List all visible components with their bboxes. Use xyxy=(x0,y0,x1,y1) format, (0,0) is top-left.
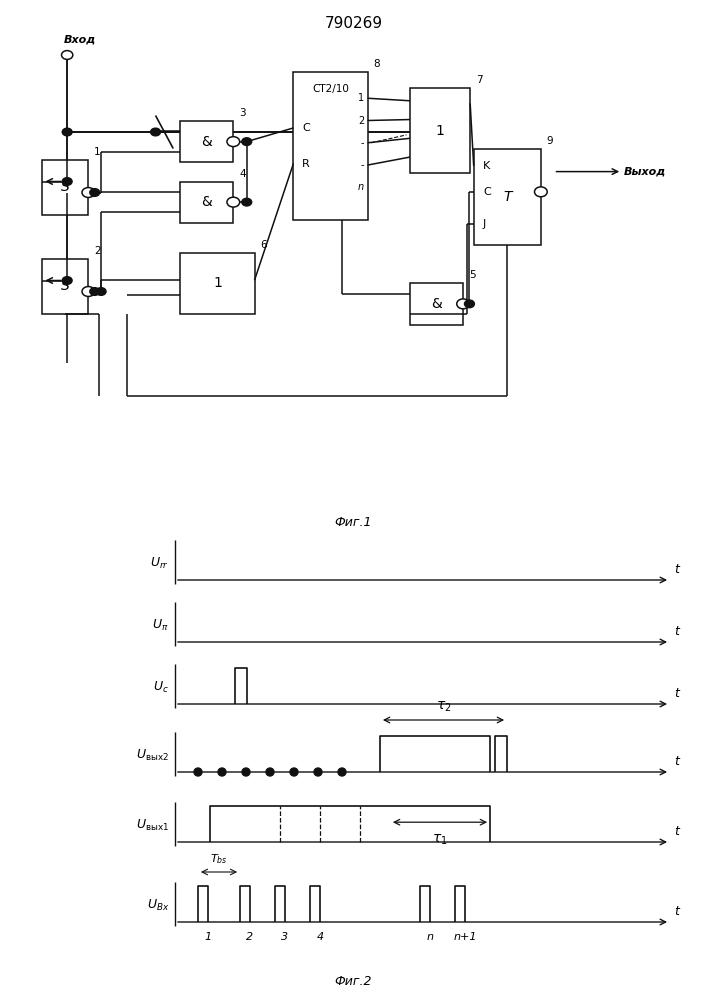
Circle shape xyxy=(62,128,72,136)
Text: n+1: n+1 xyxy=(453,932,477,942)
Text: 7: 7 xyxy=(476,75,482,85)
Circle shape xyxy=(90,189,100,196)
Text: S: S xyxy=(61,279,70,293)
Circle shape xyxy=(62,178,72,185)
Circle shape xyxy=(457,299,469,309)
Text: t: t xyxy=(674,755,679,768)
Text: 8: 8 xyxy=(373,59,380,69)
Bar xyxy=(180,182,233,223)
Circle shape xyxy=(227,137,240,147)
Text: 2: 2 xyxy=(94,246,100,256)
Circle shape xyxy=(227,197,240,207)
Circle shape xyxy=(338,768,346,776)
Circle shape xyxy=(242,198,252,206)
Text: t: t xyxy=(674,687,679,700)
Text: t: t xyxy=(674,563,679,576)
Text: R: R xyxy=(302,159,310,169)
Text: 1: 1 xyxy=(94,147,100,157)
Circle shape xyxy=(314,768,322,776)
Text: n: n xyxy=(358,182,364,192)
Circle shape xyxy=(464,300,474,308)
Text: S: S xyxy=(61,180,70,194)
Text: $U_{\pi}$: $U_{\pi}$ xyxy=(153,618,169,633)
Circle shape xyxy=(218,768,226,776)
Text: 1: 1 xyxy=(204,932,211,942)
Text: J: J xyxy=(483,219,486,229)
Text: Вход: Вход xyxy=(64,34,96,44)
Text: $U_{\text{вых1}}$: $U_{\text{вых1}}$ xyxy=(136,818,169,833)
Text: Выход: Выход xyxy=(624,167,666,177)
Text: 3: 3 xyxy=(239,108,245,118)
Bar xyxy=(293,72,368,220)
Text: &: & xyxy=(431,297,442,311)
Text: $\tau_1$: $\tau_1$ xyxy=(432,833,448,847)
Circle shape xyxy=(194,768,202,776)
Circle shape xyxy=(290,768,298,776)
Text: C: C xyxy=(483,187,491,197)
Text: C: C xyxy=(302,123,310,133)
Text: 4: 4 xyxy=(317,932,324,942)
Text: $T_{bs}$: $T_{bs}$ xyxy=(210,852,228,866)
Text: &: & xyxy=(201,135,212,149)
Bar xyxy=(180,121,233,162)
Text: t: t xyxy=(674,625,679,638)
Text: T: T xyxy=(503,190,512,204)
Text: $\tau_2$: $\tau_2$ xyxy=(436,700,451,714)
Text: $U_c$: $U_c$ xyxy=(153,680,169,695)
Circle shape xyxy=(242,138,252,145)
Circle shape xyxy=(242,768,250,776)
Bar xyxy=(474,148,541,245)
Text: t: t xyxy=(674,825,679,838)
Bar xyxy=(42,258,88,314)
Text: Фиг.2: Фиг.2 xyxy=(334,975,372,988)
Text: t: t xyxy=(674,905,679,918)
Circle shape xyxy=(266,768,274,776)
Text: $U_{rr}$: $U_{rr}$ xyxy=(150,556,169,571)
Bar xyxy=(42,159,88,215)
Bar xyxy=(410,283,463,324)
Circle shape xyxy=(534,187,547,197)
Text: Фиг.1: Фиг.1 xyxy=(334,516,373,529)
Circle shape xyxy=(62,277,72,284)
Text: &: & xyxy=(201,195,212,209)
Circle shape xyxy=(62,51,73,59)
Text: 4: 4 xyxy=(239,169,245,179)
Text: n: n xyxy=(426,932,433,942)
Text: $U_{Bx}$: $U_{Bx}$ xyxy=(146,898,169,913)
Circle shape xyxy=(96,288,106,295)
Text: 6: 6 xyxy=(260,240,267,250)
Circle shape xyxy=(90,288,100,295)
Text: 790269: 790269 xyxy=(325,16,382,31)
Text: K: K xyxy=(483,161,490,171)
Text: -: - xyxy=(361,138,364,148)
Text: -: - xyxy=(361,160,364,170)
Circle shape xyxy=(82,188,95,197)
Text: 9: 9 xyxy=(547,136,553,146)
Text: СТ2/10: СТ2/10 xyxy=(312,84,349,94)
Circle shape xyxy=(82,287,95,296)
Bar xyxy=(180,253,255,314)
Text: $U_{\text{вых2}}$: $U_{\text{вых2}}$ xyxy=(136,748,169,763)
Text: 1: 1 xyxy=(213,276,222,290)
Text: 2: 2 xyxy=(358,116,364,126)
Circle shape xyxy=(151,128,160,136)
Text: 3: 3 xyxy=(281,932,288,942)
Text: 1: 1 xyxy=(436,124,445,138)
Text: 2: 2 xyxy=(247,932,254,942)
Text: 5: 5 xyxy=(469,270,475,280)
Bar xyxy=(410,88,470,173)
Text: 1: 1 xyxy=(358,93,364,103)
